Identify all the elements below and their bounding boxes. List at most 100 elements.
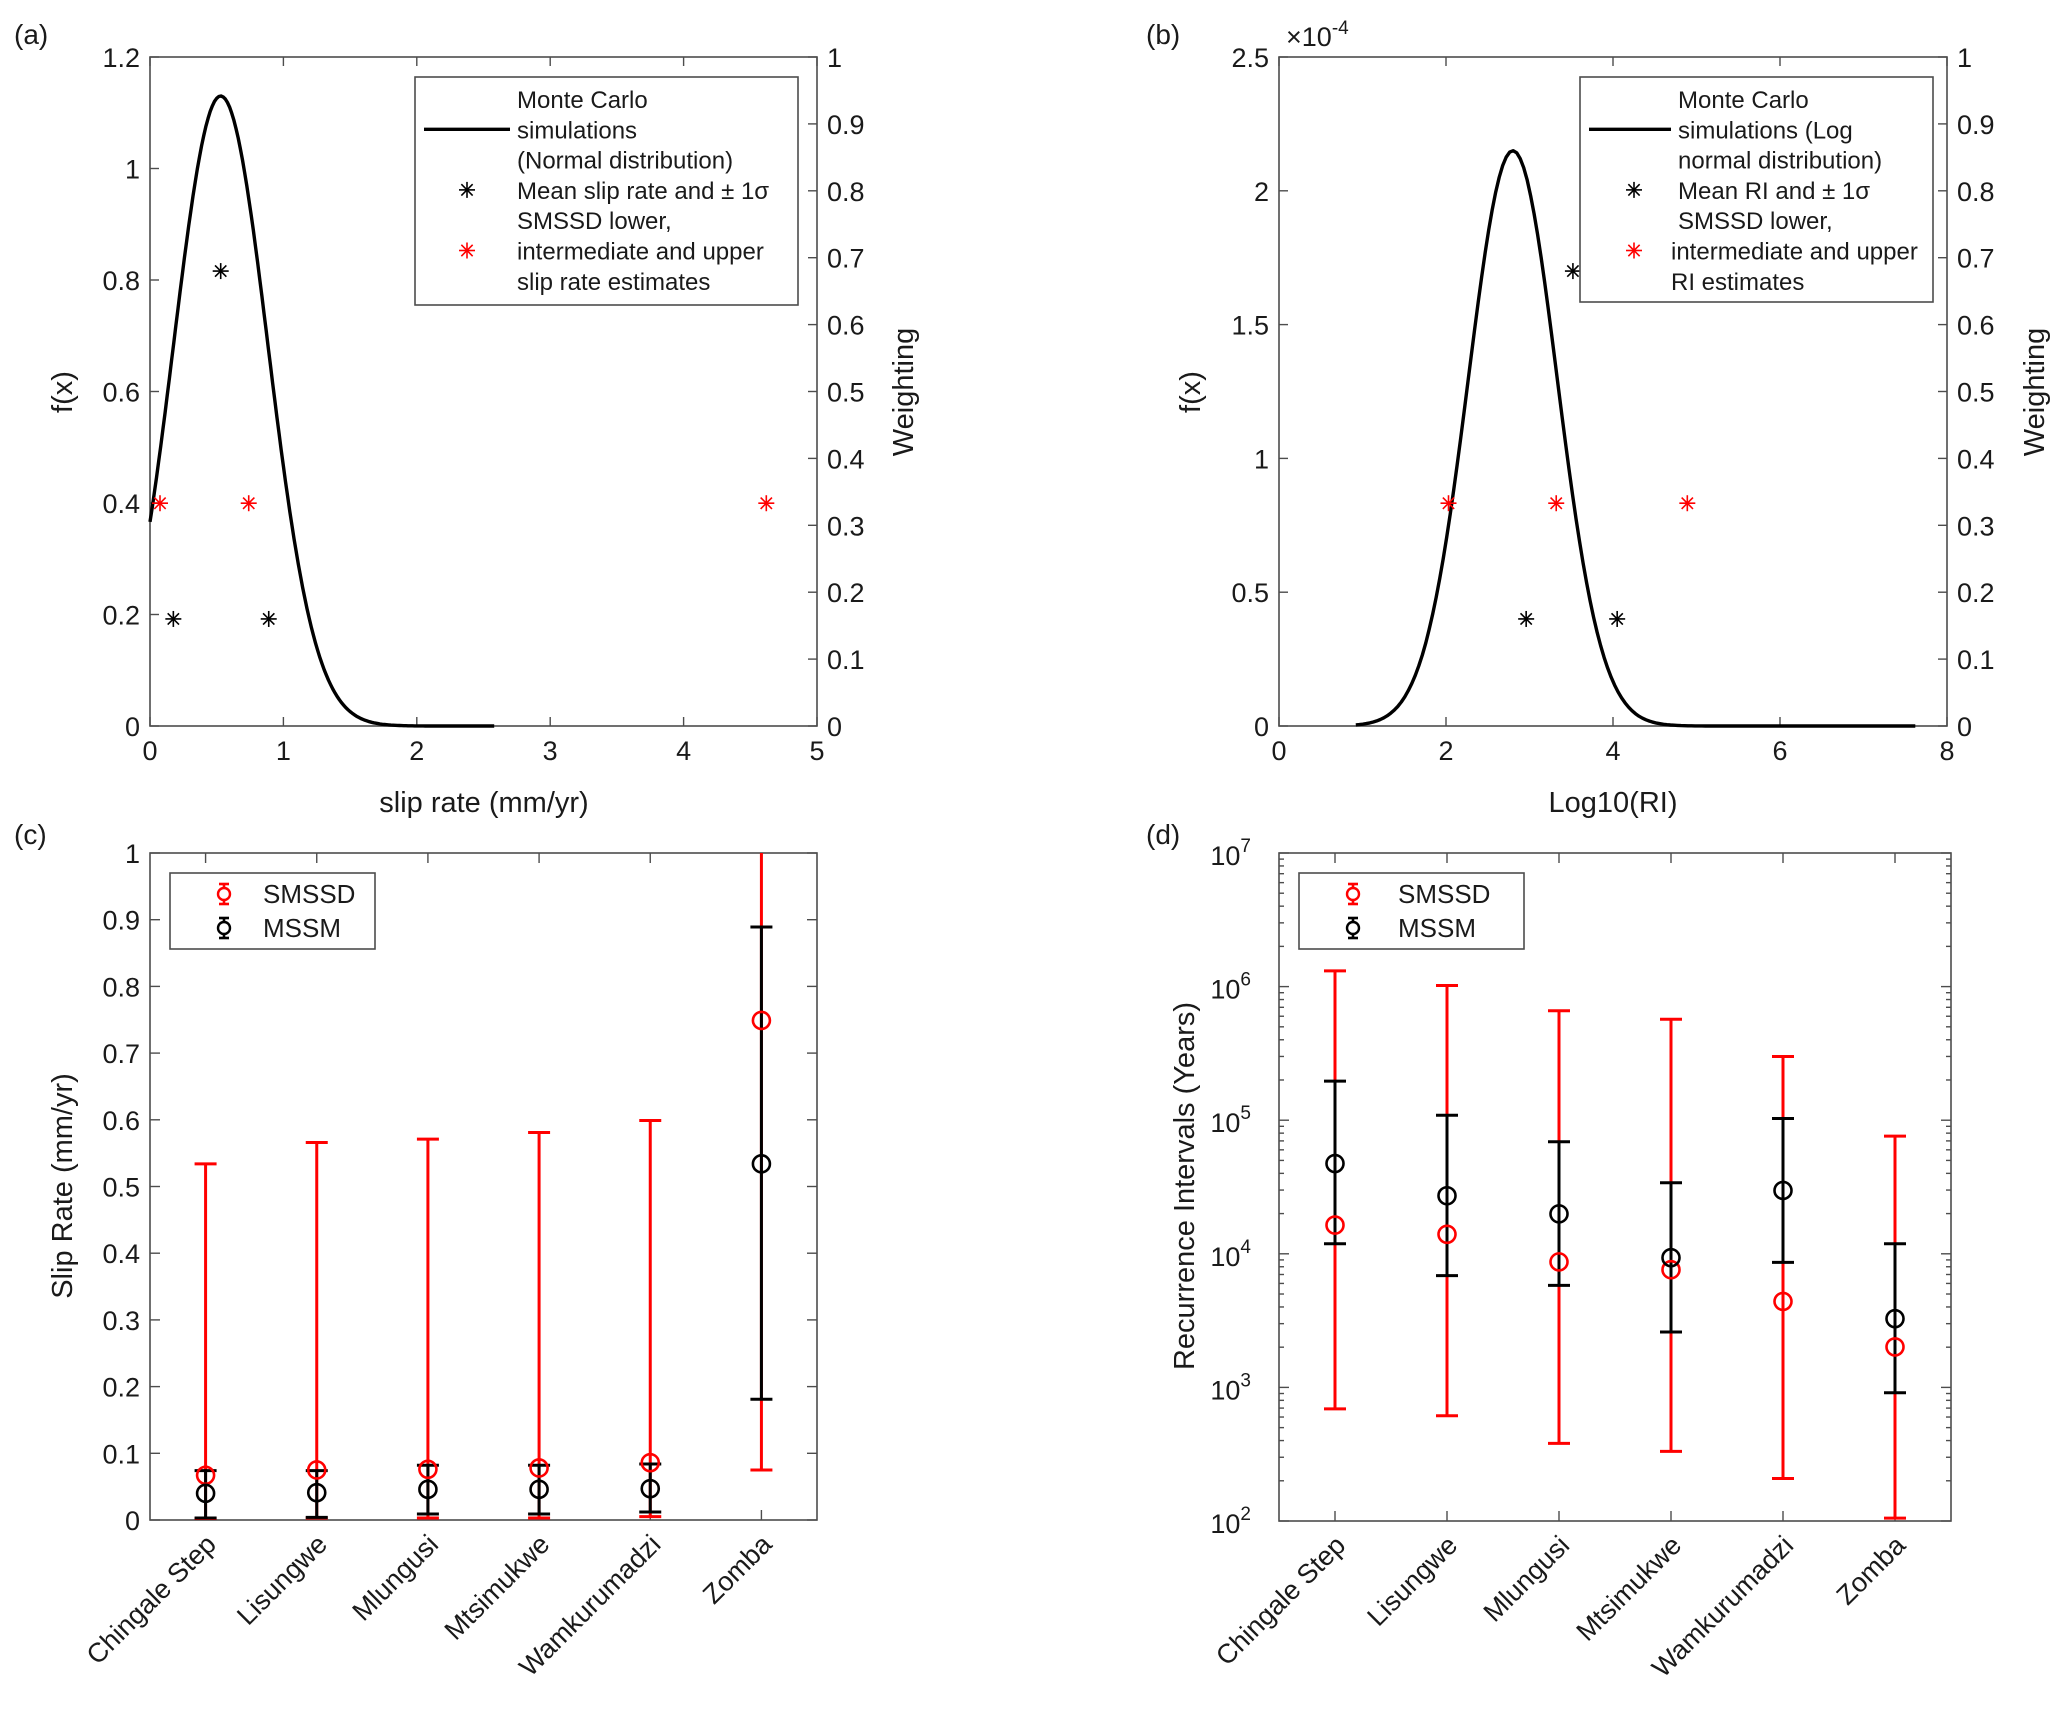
star-stroke	[153, 497, 167, 510]
legend-star-icon	[459, 242, 475, 259]
y-tick-exponent: 2	[1240, 1504, 1251, 1525]
y-right-tick-label: 0.7	[827, 244, 865, 274]
x-tick-label: 3	[543, 736, 558, 766]
mean-sigma-star-marker	[260, 610, 277, 627]
panel-label-d: (d)	[1146, 819, 1180, 850]
x-tick-label: 0	[1271, 736, 1286, 766]
mean-sigma-star-marker	[165, 610, 182, 627]
y-tick-label: 104	[1210, 1237, 1251, 1272]
exponent-label-b: ×10-4	[1286, 18, 1349, 52]
x-tick-label: 1	[276, 736, 291, 766]
y-tick-label: 0.9	[102, 906, 140, 936]
legend-errorbar-icon	[1345, 916, 1361, 940]
exponent-power: -4	[1332, 18, 1349, 39]
panel-a-slip-rate-pdf: (a) slip rate (mm/yr) f(x) Weighting 0 1 2…	[14, 19, 920, 819]
y-right-tick-label: 0.6	[827, 311, 865, 341]
star-stroke	[1566, 264, 1580, 278]
mssm-marker	[1549, 1204, 1569, 1224]
smssd-marker	[751, 1010, 772, 1031]
y-tick-label: 0.6	[102, 1106, 140, 1136]
y-tick-label: 0.4	[102, 489, 140, 519]
y-tick-label: 103	[1210, 1370, 1251, 1405]
x-tick-label: 2	[1438, 736, 1453, 766]
legend-star-icon	[459, 181, 475, 198]
icon-circle	[1345, 886, 1361, 902]
legend-entry-text: Monte Carlo	[1678, 87, 1809, 114]
legend-a: Monte Carlo simulations (Normal distributi…	[414, 76, 799, 306]
mssm-marker	[195, 1483, 216, 1504]
mssm-marker	[306, 1482, 327, 1503]
smssd-marker	[640, 1452, 661, 1473]
y-right-tick-label: 0.8	[1957, 177, 1995, 207]
errorbar-series-group	[194, 853, 773, 1520]
legend-b: Monte Carlo simulations (Log normal distri…	[1579, 76, 1934, 303]
y-right-tick-label: 0.1	[827, 645, 865, 675]
y-tick-label: 0.8	[102, 972, 140, 1002]
y-tick-label: 0	[125, 1506, 140, 1536]
y-tick-label: 0	[1254, 712, 1269, 742]
mssm-marker	[1437, 1185, 1457, 1206]
series-mssm	[194, 925, 773, 1520]
y-tick-base: 10	[1210, 1375, 1240, 1405]
y-tick-exponent: 6	[1240, 970, 1251, 991]
legend-entry-text: intermediate and upper	[517, 239, 764, 266]
x-tick-label: 0	[142, 736, 157, 766]
star-stroke	[1627, 244, 1641, 257]
y-right-tick-label: 0.3	[827, 511, 865, 541]
y-tick-label: 0	[125, 712, 140, 742]
plot-area-a: 0 1 2 3 4 500.20.40.60.811.200.10.20.30.40.50…	[102, 43, 864, 766]
mssm-marker	[1773, 1180, 1793, 1201]
exponent-base: ×10	[1286, 22, 1332, 52]
y-axis-title-c: Slip Rate (mm/yr)	[47, 1073, 79, 1299]
y-right-tick-label: 0.8	[827, 177, 865, 207]
y-tick-label: 0.8	[102, 266, 140, 296]
y-tick-label: 0.5	[1231, 578, 1269, 608]
legend-star-icon	[1626, 181, 1642, 198]
panel-label-a: (a)	[14, 19, 48, 50]
smssd-marker	[529, 1458, 549, 1478]
legend-box	[169, 872, 376, 950]
star-stroke	[460, 244, 474, 257]
legend-entry-text: Mean slip rate and ± 1σ	[517, 178, 769, 205]
legend-entry-text: Mean RI and ± 1σ	[1678, 178, 1870, 205]
star-stroke	[214, 264, 227, 278]
mean-sigma-star-marker	[1564, 263, 1581, 280]
mean-sigma-star-marker	[212, 263, 229, 280]
star-stroke	[1549, 497, 1563, 510]
legend-entry-text: (Normal distribution)	[517, 148, 733, 175]
legend-entry-text: SMSSD lower,	[1678, 208, 1833, 235]
smssd-marker	[418, 1459, 438, 1480]
panel-label-c: (c)	[14, 819, 47, 850]
legend-box	[414, 76, 799, 306]
star-stroke	[242, 497, 255, 510]
errorbar-series-group	[1324, 969, 1906, 1520]
x-tick-label: 4	[676, 736, 691, 766]
y-tick-exponent: 5	[1240, 1103, 1251, 1124]
legend-entry-text: SMSSD lower,	[517, 208, 672, 235]
mssm-marker	[751, 1154, 772, 1174]
star-stroke	[167, 612, 180, 626]
y-axis-title-d: Recurrence Intervals (Years)	[1169, 1002, 1201, 1370]
legend-entry-text: simulations	[517, 117, 637, 144]
mssm-marker	[1661, 1247, 1681, 1268]
y-tick-label: 2.5	[1231, 43, 1269, 73]
icon-circle	[216, 886, 232, 902]
x-tick-label: 5	[809, 736, 824, 766]
x-tick-label: 2	[409, 736, 424, 766]
x-tick-label: 8	[1939, 736, 1954, 766]
y-tick-base: 10	[1210, 1108, 1240, 1138]
y-right-tick-label: 0	[1957, 712, 1972, 742]
smssd-estimate-star-marker	[1440, 495, 1457, 512]
y-tick-label: 107	[1210, 836, 1251, 871]
legend-entry-text: SMSSD	[263, 879, 355, 909]
smssd-estimate-star-marker	[1679, 495, 1696, 512]
y-tick-label: 0.6	[102, 378, 140, 408]
legend-errorbar-icon	[216, 916, 232, 940]
legend-d: SMSSD MSSM	[1298, 872, 1525, 950]
legend-entry-text: MSSM	[263, 913, 341, 943]
y-right-tick-label: 0.9	[1957, 110, 1995, 140]
x-axis-title-b: Log10(RI)	[1549, 787, 1678, 819]
y-tick-label: 0.7	[102, 1039, 140, 1069]
y-tick-label: 105	[1210, 1103, 1251, 1138]
y-right-tick-label: 0.6	[1957, 311, 1995, 341]
